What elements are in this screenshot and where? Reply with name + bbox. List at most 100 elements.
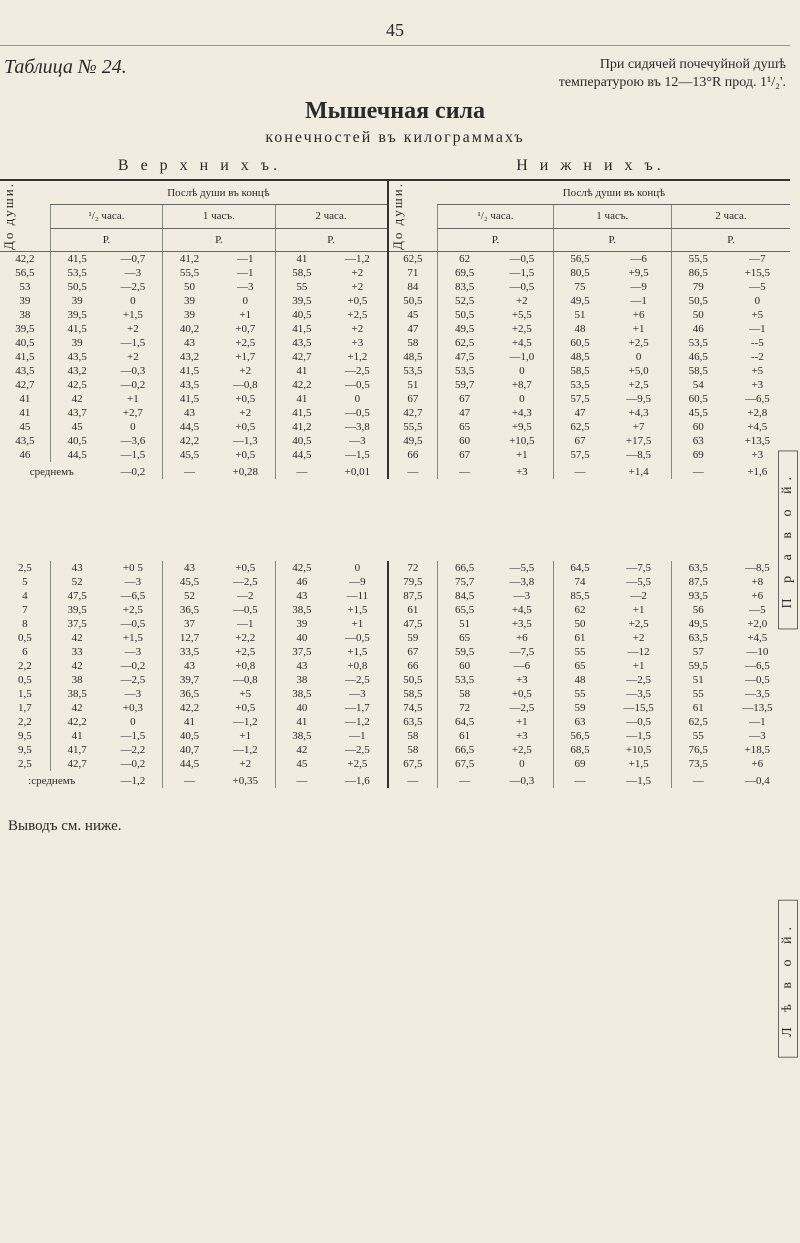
cell: 42 [50, 659, 103, 673]
cell: 9,5 [0, 729, 50, 743]
cell: —1,7 [328, 701, 387, 715]
hdr-R: Р. [438, 228, 553, 252]
cell: 43,7 [50, 406, 103, 420]
cell: 47,5 [50, 589, 103, 603]
cell: 43,5 [0, 434, 50, 448]
cell: —5 [725, 280, 790, 294]
cell: +4,3 [491, 406, 553, 420]
cell: 53 [0, 280, 50, 294]
cell: —5,5 [606, 575, 671, 589]
cell: 46 [671, 322, 724, 336]
cell: 39 [50, 336, 103, 350]
table-row: 0,542+1,512,7+2,240—0,55965+661+263,5+4,… [0, 631, 790, 645]
cell: 33 [50, 645, 103, 659]
cell: —2,2 [104, 743, 163, 757]
cell: 38,5 [275, 603, 328, 617]
cell: 37 [163, 617, 216, 631]
cell: — [388, 462, 438, 479]
cell: +0,5 [216, 420, 275, 434]
hdr-half-2: ¹/₂ часа. [438, 205, 553, 229]
cell: 43,2 [163, 350, 216, 364]
cell: 47 [388, 322, 438, 336]
cell: +3 [491, 729, 553, 743]
cell: 5 [0, 575, 50, 589]
table-row: 42,241,5—0,741,2—141—1,262,562—0,556,5—6… [0, 252, 790, 267]
table-row: 633—333,5+2,537,5+1,56759,5—7,555—1257—1… [0, 645, 790, 659]
cell: 63,5 [388, 715, 438, 729]
cell: —3 [104, 687, 163, 701]
cell: +1,5 [104, 631, 163, 645]
cell: +0,5 [216, 561, 275, 575]
cell: 55 [671, 729, 724, 743]
cell: —0,2 [104, 659, 163, 673]
cell: 55,5 [163, 266, 216, 280]
cell: +1,5 [328, 645, 387, 659]
cell: +5 [216, 687, 275, 701]
cell: 58,5 [388, 687, 438, 701]
cell: — [553, 771, 606, 788]
cell: 46 [0, 448, 50, 462]
cell: 67,5 [438, 757, 491, 771]
cell: 40 [275, 631, 328, 645]
cell: +4,5 [491, 336, 553, 350]
cell: 54 [671, 378, 724, 392]
cell: 80,5 [553, 266, 606, 280]
cell: —0,2 [104, 757, 163, 771]
table-row: 2,242,2041—1,241—1,263,564,5+163—0,562,5… [0, 715, 790, 729]
cell: 45,5 [163, 575, 216, 589]
cell: 43 [163, 659, 216, 673]
cell: 52 [163, 589, 216, 603]
cell: 60,5 [553, 336, 606, 350]
cell: 50 [553, 617, 606, 631]
cell: 53,5 [671, 336, 724, 350]
cell: —2,5 [104, 280, 163, 294]
cell: +7 [606, 420, 671, 434]
hdr-R: Р. [275, 228, 387, 252]
cell: +4,5 [725, 420, 790, 434]
cell: — [553, 462, 606, 479]
cell: +15,5 [725, 266, 790, 280]
cell: 44,5 [50, 448, 103, 462]
hdr-one-1: 1 часъ. [163, 205, 275, 229]
table-row: 4644,5—1,545,5+0,544,5—1,56667+157,5—8,5… [0, 448, 790, 462]
cell: —1,2 [328, 252, 387, 267]
cell: —1,2 [216, 715, 275, 729]
cell: --2 [725, 350, 790, 364]
cell: +1,5 [328, 603, 387, 617]
cell: 51 [671, 673, 724, 687]
cell: 46 [275, 575, 328, 589]
table-row: 1,538,5—336,5+538,5—358,558+0,555—3,555—… [0, 687, 790, 701]
cell: 38 [275, 673, 328, 687]
cell: 41 [0, 392, 50, 406]
hdr-half-1: ¹/₂ часа. [50, 205, 162, 229]
cell: —5,5 [491, 561, 553, 575]
cell: 0 [104, 715, 163, 729]
cell: 59,5 [438, 645, 491, 659]
cell: 6 [0, 645, 50, 659]
footer-note: Выводъ см. ниже. [0, 818, 790, 835]
cell: 55,5 [388, 420, 438, 434]
page-number: 45 [0, 20, 790, 46]
cell: —6 [491, 659, 553, 673]
cell: +5,0 [606, 364, 671, 378]
cell: 1,7 [0, 701, 50, 715]
cell: —1 [725, 715, 790, 729]
cell: 61 [388, 603, 438, 617]
cell: 63 [671, 434, 724, 448]
cell: +2 [328, 266, 387, 280]
side-label-left: Л ѣ в о й. [778, 900, 798, 1058]
cell: +4,3 [606, 406, 671, 420]
cell: 42,2 [163, 434, 216, 448]
cell: 40,5 [50, 434, 103, 448]
cell: +0,7 [216, 322, 275, 336]
cell: 55,5 [671, 252, 724, 267]
cell: 38,5 [50, 687, 103, 701]
cell: 50,5 [388, 294, 438, 308]
cell: 45,5 [671, 406, 724, 420]
cell: 58 [388, 336, 438, 350]
cell: 83,5 [438, 280, 491, 294]
cell: 40,5 [275, 434, 328, 448]
cell: 39 [163, 308, 216, 322]
cell: 41 [275, 715, 328, 729]
cell: --5 [725, 336, 790, 350]
